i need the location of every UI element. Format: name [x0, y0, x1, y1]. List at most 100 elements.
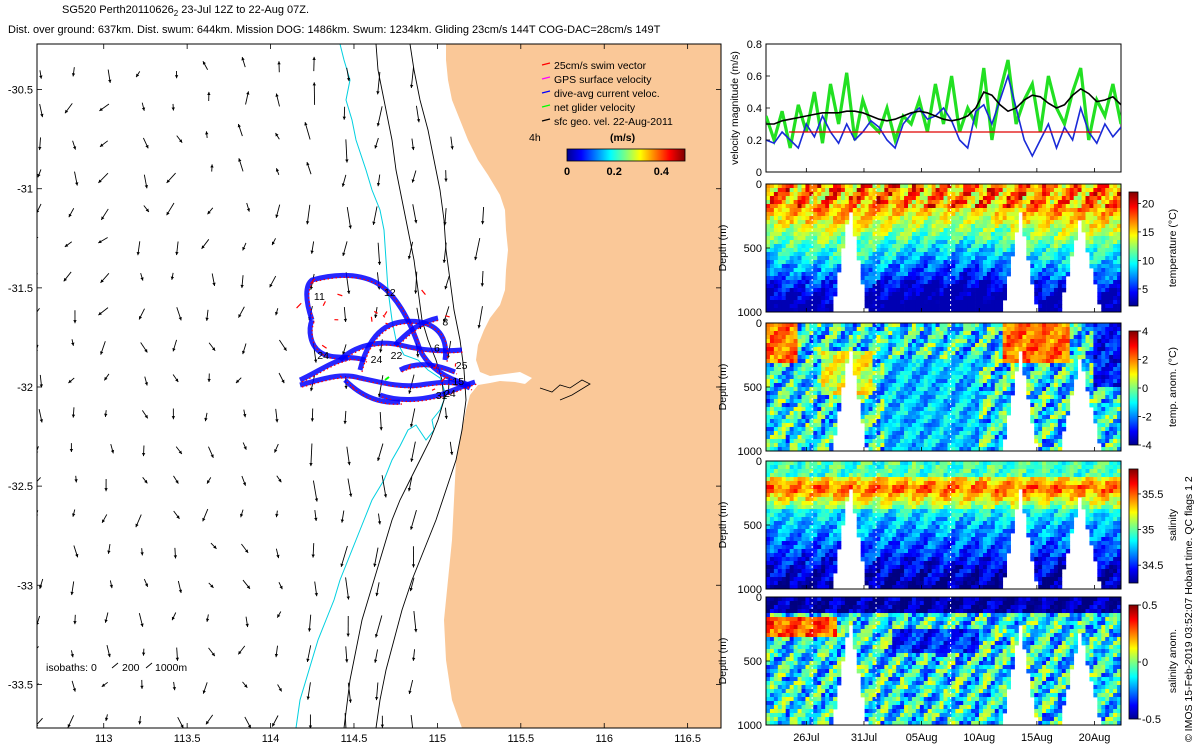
- section-cell: [975, 208, 980, 213]
- section-cell: [900, 264, 905, 269]
- section-cell: [971, 272, 976, 277]
- sfc-velocity-arrowhead: [376, 122, 381, 127]
- section-cell: [1050, 272, 1055, 277]
- section-cell: [1105, 276, 1110, 281]
- section-cell: [1002, 292, 1008, 297]
- section-cell: [923, 427, 929, 432]
- sfc-velocity-arrow: [373, 547, 379, 567]
- section-cell: [975, 447, 980, 452]
- section-cell: [876, 232, 881, 237]
- section-cell: [986, 284, 992, 289]
- section-cell: [1053, 304, 1059, 309]
- sfc-velocity-arrowhead: [204, 417, 208, 422]
- section-cell: [872, 411, 877, 416]
- section-cell: [959, 196, 964, 201]
- section-cell: [915, 296, 921, 301]
- section-cell: [840, 228, 846, 233]
- section-cell: [935, 200, 940, 205]
- section-cell: [860, 395, 866, 400]
- section-cell: [785, 200, 791, 205]
- section-cell: [868, 268, 873, 273]
- section-cell: [986, 423, 992, 428]
- section-cell: [872, 188, 877, 193]
- section-cell: [844, 343, 850, 348]
- section-cell: [777, 403, 783, 408]
- section-cell: [829, 308, 834, 313]
- section-cell: [1089, 220, 1094, 225]
- section-cell: [840, 204, 846, 209]
- section-cell: [825, 367, 830, 372]
- section-cell: [947, 200, 952, 205]
- section-cell: [868, 208, 873, 213]
- section-cell: [955, 371, 960, 376]
- section-cell: [1117, 280, 1122, 285]
- section-cell: [900, 323, 905, 328]
- section-cell: [919, 224, 925, 229]
- section-cell: [979, 335, 984, 340]
- section-cell: [840, 192, 846, 197]
- section-cell: [1034, 276, 1039, 281]
- section-cell: [975, 387, 980, 392]
- section-cell: [769, 403, 775, 408]
- section-cell: [990, 272, 996, 277]
- section-cell: [821, 292, 826, 297]
- section-cell: [1038, 292, 1043, 297]
- section-cell: [872, 240, 877, 245]
- section-cell: [904, 304, 909, 309]
- section-cell: [927, 244, 933, 249]
- section-cell: [963, 232, 968, 237]
- section-cell: [1093, 188, 1098, 193]
- section-cell: [975, 423, 980, 428]
- section-cell: [994, 347, 1000, 352]
- section-cell: [967, 391, 972, 396]
- section-cell: [884, 212, 889, 217]
- section-cell: [860, 383, 866, 388]
- section-cell: [1010, 228, 1015, 233]
- section-cell: [967, 375, 972, 380]
- sfc-velocity-arrowhead: [411, 146, 415, 151]
- section-cell: [1014, 212, 1019, 217]
- section-cell: [943, 240, 948, 245]
- section-cell: [951, 200, 956, 205]
- section-cell: [852, 339, 858, 344]
- section-cell: [963, 216, 968, 221]
- section-cell: [911, 208, 917, 213]
- figure-subtitle: Dist. over ground: 637km. Dist. swum: 64…: [8, 24, 661, 36]
- section-cell: [821, 387, 826, 392]
- section-cell: [998, 256, 1004, 261]
- section-cell: [904, 232, 909, 237]
- sfc-velocity-arrowhead: [314, 592, 318, 597]
- section-colorbar-label: 20: [1142, 198, 1154, 210]
- section-cell: [821, 367, 826, 372]
- section-cell: [1061, 264, 1067, 269]
- section-cell: [998, 208, 1004, 213]
- section-cell: [833, 431, 838, 436]
- section-cell: [951, 256, 956, 261]
- section-cell: [915, 367, 921, 372]
- section-cell: [943, 252, 948, 257]
- section-cell: [979, 407, 984, 412]
- section-cell: [986, 256, 992, 261]
- section-cell: [919, 363, 925, 368]
- section-cell: [919, 204, 925, 209]
- section-cell: [986, 399, 992, 404]
- section-cell: [908, 351, 913, 356]
- section-cell: [805, 244, 810, 249]
- section-cell: [931, 188, 937, 193]
- section-cell: [773, 188, 779, 193]
- sfc-velocity-arrowhead: [481, 221, 485, 225]
- section-cell: [801, 244, 806, 249]
- section-cell: [797, 236, 802, 241]
- section-cell: [1109, 228, 1114, 233]
- section-cell: [896, 248, 901, 253]
- section-cell: [813, 327, 818, 332]
- section-cell: [1089, 244, 1094, 249]
- section-cell: [813, 399, 818, 404]
- section-cell: [821, 200, 826, 205]
- section-cell: [856, 232, 862, 237]
- section-cell: [801, 323, 806, 328]
- section-cell: [1010, 240, 1015, 245]
- section-cell: [1065, 224, 1071, 229]
- section-cell: [943, 288, 948, 293]
- section-cell: [1101, 212, 1106, 217]
